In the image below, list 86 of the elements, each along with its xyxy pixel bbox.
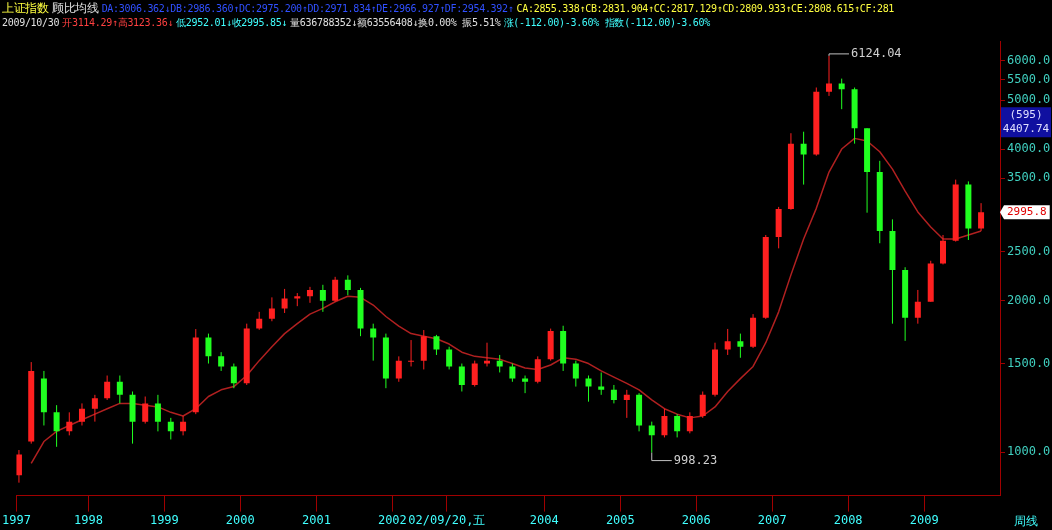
candlestick: [838, 78, 845, 110]
candlestick: [230, 363, 237, 389]
text: 涨(-112.00)-3.60% 指数(-112.00)-3.60%: [503, 17, 710, 28]
candlestick: [167, 417, 174, 440]
text: 低2952.01↓收2995.85↓: [176, 17, 288, 28]
candlestick: [484, 342, 491, 367]
x-tick-label: 2004: [529, 512, 559, 527]
candlestick: [104, 375, 111, 401]
x-tick-label: 1997: [2, 512, 31, 527]
candlestick: [914, 289, 921, 325]
candlestick: [572, 360, 579, 388]
x-tick-label: 2000: [225, 512, 255, 527]
candlestick: [370, 323, 377, 362]
candlestick: [648, 421, 655, 454]
candlestick: [66, 411, 73, 436]
candlestick: [509, 363, 516, 383]
y-tick-label: 2000.0: [1007, 292, 1051, 307]
text: DA:3006.362↓DB:2986.360↑DC:2975.200↑DD:2971.834↑DE:2966.927↑DF:2954.392↑: [101, 3, 514, 14]
y-tick-label: 6000.0: [1007, 52, 1051, 67]
candlestick: [978, 202, 985, 232]
annotation: 998.23: [673, 452, 718, 467]
x-tick-label: 2001: [301, 512, 331, 527]
candlestick: [686, 411, 693, 434]
candlestick: [433, 334, 440, 356]
candlestick: [446, 346, 453, 370]
annotation: 6124.04: [851, 46, 902, 61]
candlestick: [281, 288, 288, 314]
candlestick: [395, 355, 402, 383]
y-tick-label: 4000.0: [1007, 141, 1051, 156]
x-tick-label: 02/09/20,五: [408, 512, 486, 527]
candlestick: [344, 274, 351, 296]
candlestick: [319, 284, 326, 313]
candlestick: [78, 402, 85, 426]
chart-subtitle: 顾比均线: [51, 1, 99, 15]
candlestick: [661, 408, 668, 438]
candlestick: [180, 415, 187, 436]
candlestick: [610, 384, 617, 404]
x-tick-label: 2005: [605, 512, 635, 527]
text: 4407.74: [1002, 122, 1050, 136]
x-tick-label: 2009: [909, 512, 939, 527]
candlestick: [471, 360, 478, 388]
candlestick: [623, 389, 630, 419]
candlestick: [205, 333, 212, 365]
candlestick: [16, 449, 22, 484]
candlestick: [306, 286, 313, 304]
candlestick: [699, 390, 706, 419]
candlestick: [116, 375, 123, 404]
y-tick-label: 1000.0: [1007, 444, 1051, 459]
chart-title: 上证指数: [2, 1, 49, 15]
candlestick: [800, 131, 807, 186]
candlestick: [522, 375, 529, 394]
candlestick: [268, 296, 275, 322]
y-tick-label: 5500.0: [1007, 71, 1051, 86]
candlestick: [154, 394, 161, 432]
candlestick: [674, 413, 681, 438]
x-tick-label: 2007: [757, 512, 787, 527]
candlestick: [332, 276, 339, 303]
text: CA:2855.338↑CB:2831.904↑CC:2817.129↑CD:2809.933↑CE:2808.615↑CF:281: [516, 3, 895, 14]
y-tick-label: 2500.0: [1007, 243, 1051, 258]
candlestick: [940, 234, 946, 265]
candlestick: [408, 339, 415, 367]
x-tick-label: 2002: [377, 512, 407, 527]
candlestick: [826, 55, 832, 97]
y-tick-label: 3500.0: [1007, 170, 1051, 185]
candlestick: [218, 351, 225, 372]
candlestick: [91, 394, 98, 423]
x-tick-label: 1998: [73, 512, 103, 527]
candlestick: [142, 396, 149, 425]
x-tick-label: 2008: [833, 512, 863, 527]
x-tick-label: 2006: [681, 512, 711, 527]
text: (595): [1009, 108, 1043, 122]
text: 2009/10/30: [2, 17, 60, 28]
candlestick: [585, 375, 592, 403]
text: 2995.8: [1007, 205, 1047, 219]
y-tick-label: 1500.0: [1007, 355, 1051, 370]
text: 开3114.29↑高3123.36↓: [62, 17, 174, 28]
candlestick: [724, 328, 731, 356]
candlestick: [53, 404, 60, 448]
candlestick: [458, 363, 465, 392]
candlestick: [598, 371, 605, 396]
x-tick-label: 1999: [149, 512, 179, 527]
text: 量636788352↓额63556408↓换0.00% 振5.51%: [290, 17, 501, 28]
text: 周线: [1014, 514, 1038, 529]
candlestick: [534, 355, 541, 384]
candlestick: [737, 333, 744, 359]
y-tick-label: 5000.0: [1007, 92, 1051, 107]
